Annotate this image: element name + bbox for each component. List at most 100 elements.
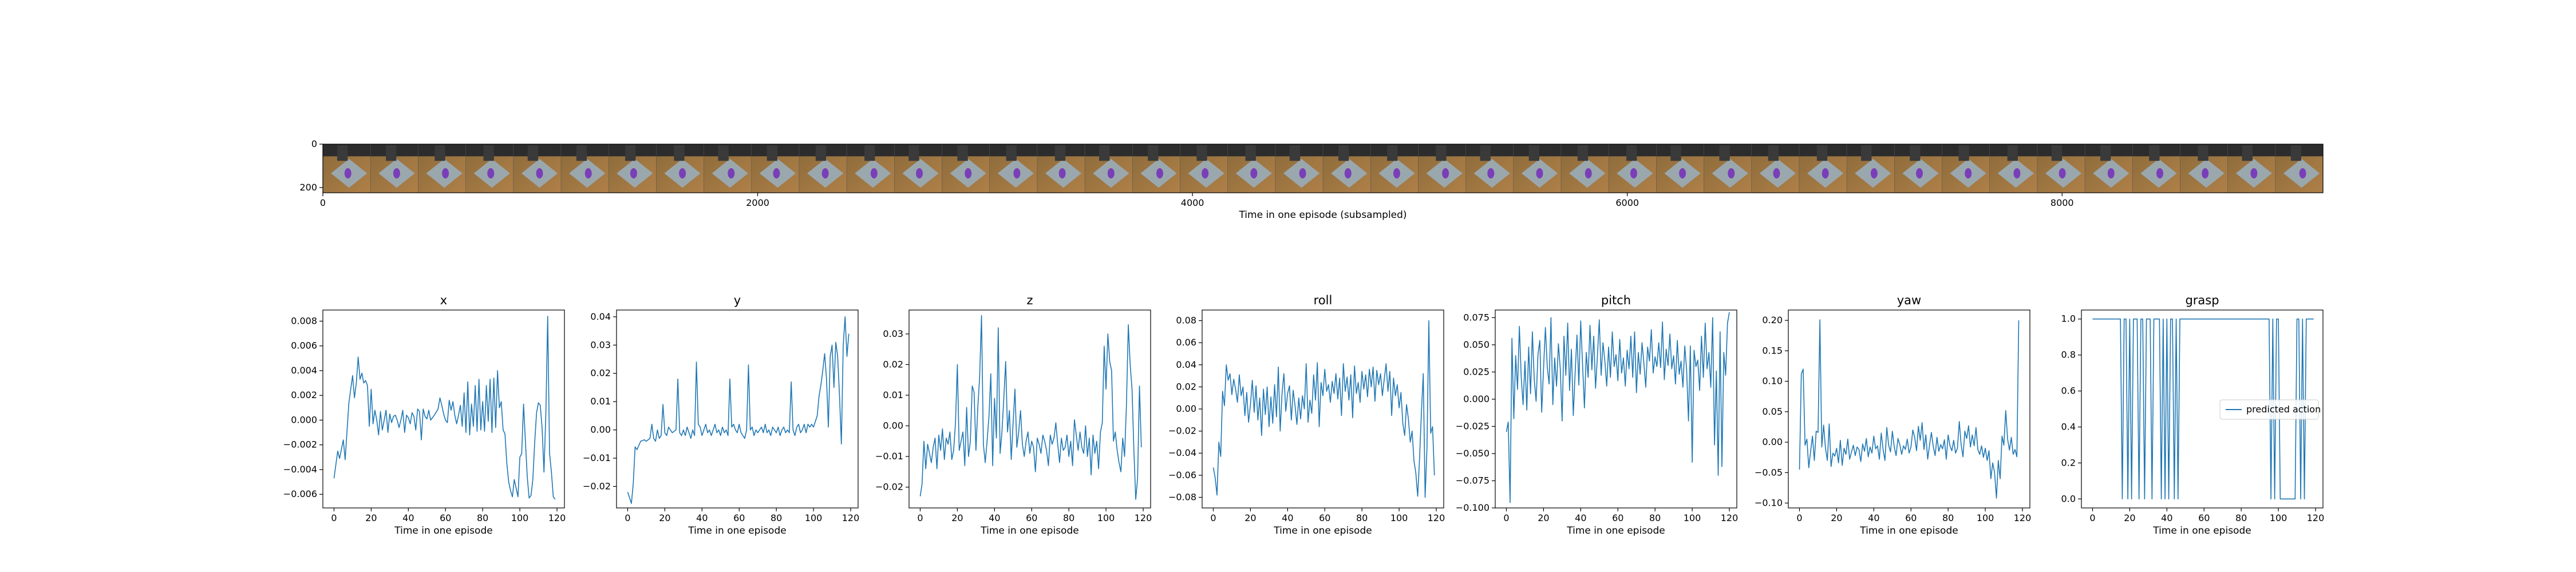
frame-thumbnail	[942, 144, 990, 193]
filmstrip-xtick-label: 6000	[1615, 197, 1639, 208]
frame-object	[1344, 168, 1352, 178]
ytick-label: −0.025	[1456, 420, 1490, 431]
xtick-label: 60	[2198, 513, 2210, 523]
ytick-label: 0.10	[1762, 376, 1783, 387]
ytick-label: −0.06	[1168, 470, 1196, 480]
plot-title: yaw	[1897, 293, 1921, 307]
frame-gripper	[337, 145, 348, 161]
plot-title: y	[734, 293, 741, 307]
subplot-yaw: 0 20 40 60 80 100 120 −0.10 −0.05 0.00 0.05 0.10 0.1…	[1755, 293, 2031, 537]
ytick-label: 0.002	[291, 390, 317, 400]
frame-thumbnail	[1894, 144, 1942, 193]
frame-object	[1536, 168, 1543, 178]
ytick-label: 0.006	[291, 340, 317, 351]
xtick-label: 80	[1356, 513, 1368, 523]
frame-thumbnail	[1799, 144, 1847, 193]
frame-thumbnail	[1560, 144, 1609, 193]
ytick-label: −0.006	[283, 488, 317, 499]
frame-object	[2107, 168, 2115, 178]
frame-object	[2250, 168, 2258, 178]
ytick-label: 0.02	[1176, 381, 1196, 392]
legend-box	[2219, 399, 2319, 420]
frame-gripper	[1196, 145, 1207, 161]
frame-object	[1728, 168, 1735, 178]
frame-gripper	[2100, 145, 2111, 161]
xtick-label: 60	[1319, 513, 1330, 523]
xtick-label: 60	[1026, 513, 1037, 523]
frame-thumbnail	[1704, 144, 1752, 193]
xtick-label: 100	[1390, 513, 1408, 523]
plot-title: grasp	[2185, 293, 2219, 307]
xtick-label: 100	[1097, 513, 1115, 523]
xtick-label: 0	[331, 513, 337, 523]
filmstrip-frame	[322, 144, 2324, 193]
ytick-label: 0.03	[883, 328, 903, 339]
subplot-grasp: 0 20 40 60 80 100 120 0.0 0.2 0.4 0.6 0.8 1.0 grasp Ti…	[2061, 293, 2325, 537]
frame-thumbnail	[2084, 144, 2133, 193]
frame-gripper	[1861, 145, 1872, 161]
xtick-label: 100	[1977, 513, 1994, 523]
axes-frame	[616, 309, 859, 509]
frame-gripper	[2198, 145, 2208, 161]
frame-thumbnail	[1608, 144, 1657, 193]
legend-label: predicted action	[2246, 404, 2321, 415]
ytick-label: 0.00	[1762, 436, 1783, 447]
subplot-x: 0 20 40 60 80 100 120 −0.006 −0.004 −0.002 0.000 0.…	[283, 293, 566, 537]
frame-gripper	[767, 145, 777, 161]
frame-object	[1442, 168, 1449, 178]
series-line-x	[333, 316, 556, 500]
frame-object	[584, 168, 592, 178]
frame-object	[630, 168, 637, 178]
action-plots: 0 20 40 60 80 100 120−0.006−0.004−0.0020.0000.…	[283, 293, 2325, 537]
frame-gripper	[1768, 145, 1779, 161]
frame-gripper	[527, 145, 539, 161]
frame-thumbnail	[370, 144, 418, 193]
ytick-label: 0.8	[2061, 349, 2076, 360]
ytick-label: 0.008	[291, 315, 317, 326]
frame-thumbnail	[1037, 144, 1085, 193]
xtick-label: 20	[1244, 513, 1256, 523]
frame-gripper	[674, 145, 685, 161]
frame-thumbnail	[418, 144, 467, 193]
xtick-label: 0	[1210, 513, 1216, 523]
frame-object	[487, 168, 495, 178]
frame-gripper	[957, 145, 968, 161]
xtick-label: 100	[805, 513, 823, 523]
ytick-label: 0.02	[590, 368, 611, 379]
frame-object	[1870, 168, 1878, 178]
xtick-label: 0	[917, 513, 923, 523]
ytick-label: −0.01	[583, 452, 611, 463]
frame-thumbnail	[1180, 144, 1228, 193]
frame-gripper	[1245, 145, 1256, 161]
ytick-label: 0.00	[590, 424, 611, 435]
xtick-label: 80	[1649, 513, 1661, 523]
ytick-label: −0.075	[1456, 475, 1490, 486]
frame-gripper	[2290, 145, 2302, 161]
subplot-roll: 0 20 40 60 80 100 120 −0.08 −0.06 −0.04 −0.02 0.00 0…	[1168, 293, 1445, 537]
frame-gripper	[434, 145, 445, 161]
frame-gripper	[815, 145, 827, 161]
plot-xlabel: Time in one episode	[394, 525, 492, 537]
frame-object	[965, 168, 972, 178]
ytick-label: 0.04	[1176, 359, 1196, 370]
frame-object	[1679, 168, 1686, 178]
frame-gripper	[2007, 145, 2018, 161]
frame-thumbnail	[2227, 144, 2276, 193]
ytick-label: 0.004	[291, 365, 317, 376]
xtick-label: 120	[1721, 513, 1739, 523]
plot-xlabel: Time in one episode	[1566, 525, 1665, 537]
frame-thumbnail	[1418, 144, 1467, 193]
ytick-label: −0.004	[283, 464, 317, 475]
ytick-label: 0.2	[2061, 457, 2076, 468]
ytick-label: 0.03	[590, 339, 611, 350]
frame-object	[1156, 168, 1163, 178]
xtick-label: 80	[477, 513, 488, 523]
filmstrip-xtick-label: 2000	[746, 197, 769, 208]
ytick-label: 0.050	[1463, 339, 1490, 350]
xtick-label: 40	[402, 513, 414, 523]
ytick-label: 0.15	[1762, 345, 1783, 356]
xtick-label: 40	[1868, 513, 1879, 523]
xtick-label: 120	[1428, 513, 1445, 523]
frame-gripper	[1816, 145, 1828, 161]
